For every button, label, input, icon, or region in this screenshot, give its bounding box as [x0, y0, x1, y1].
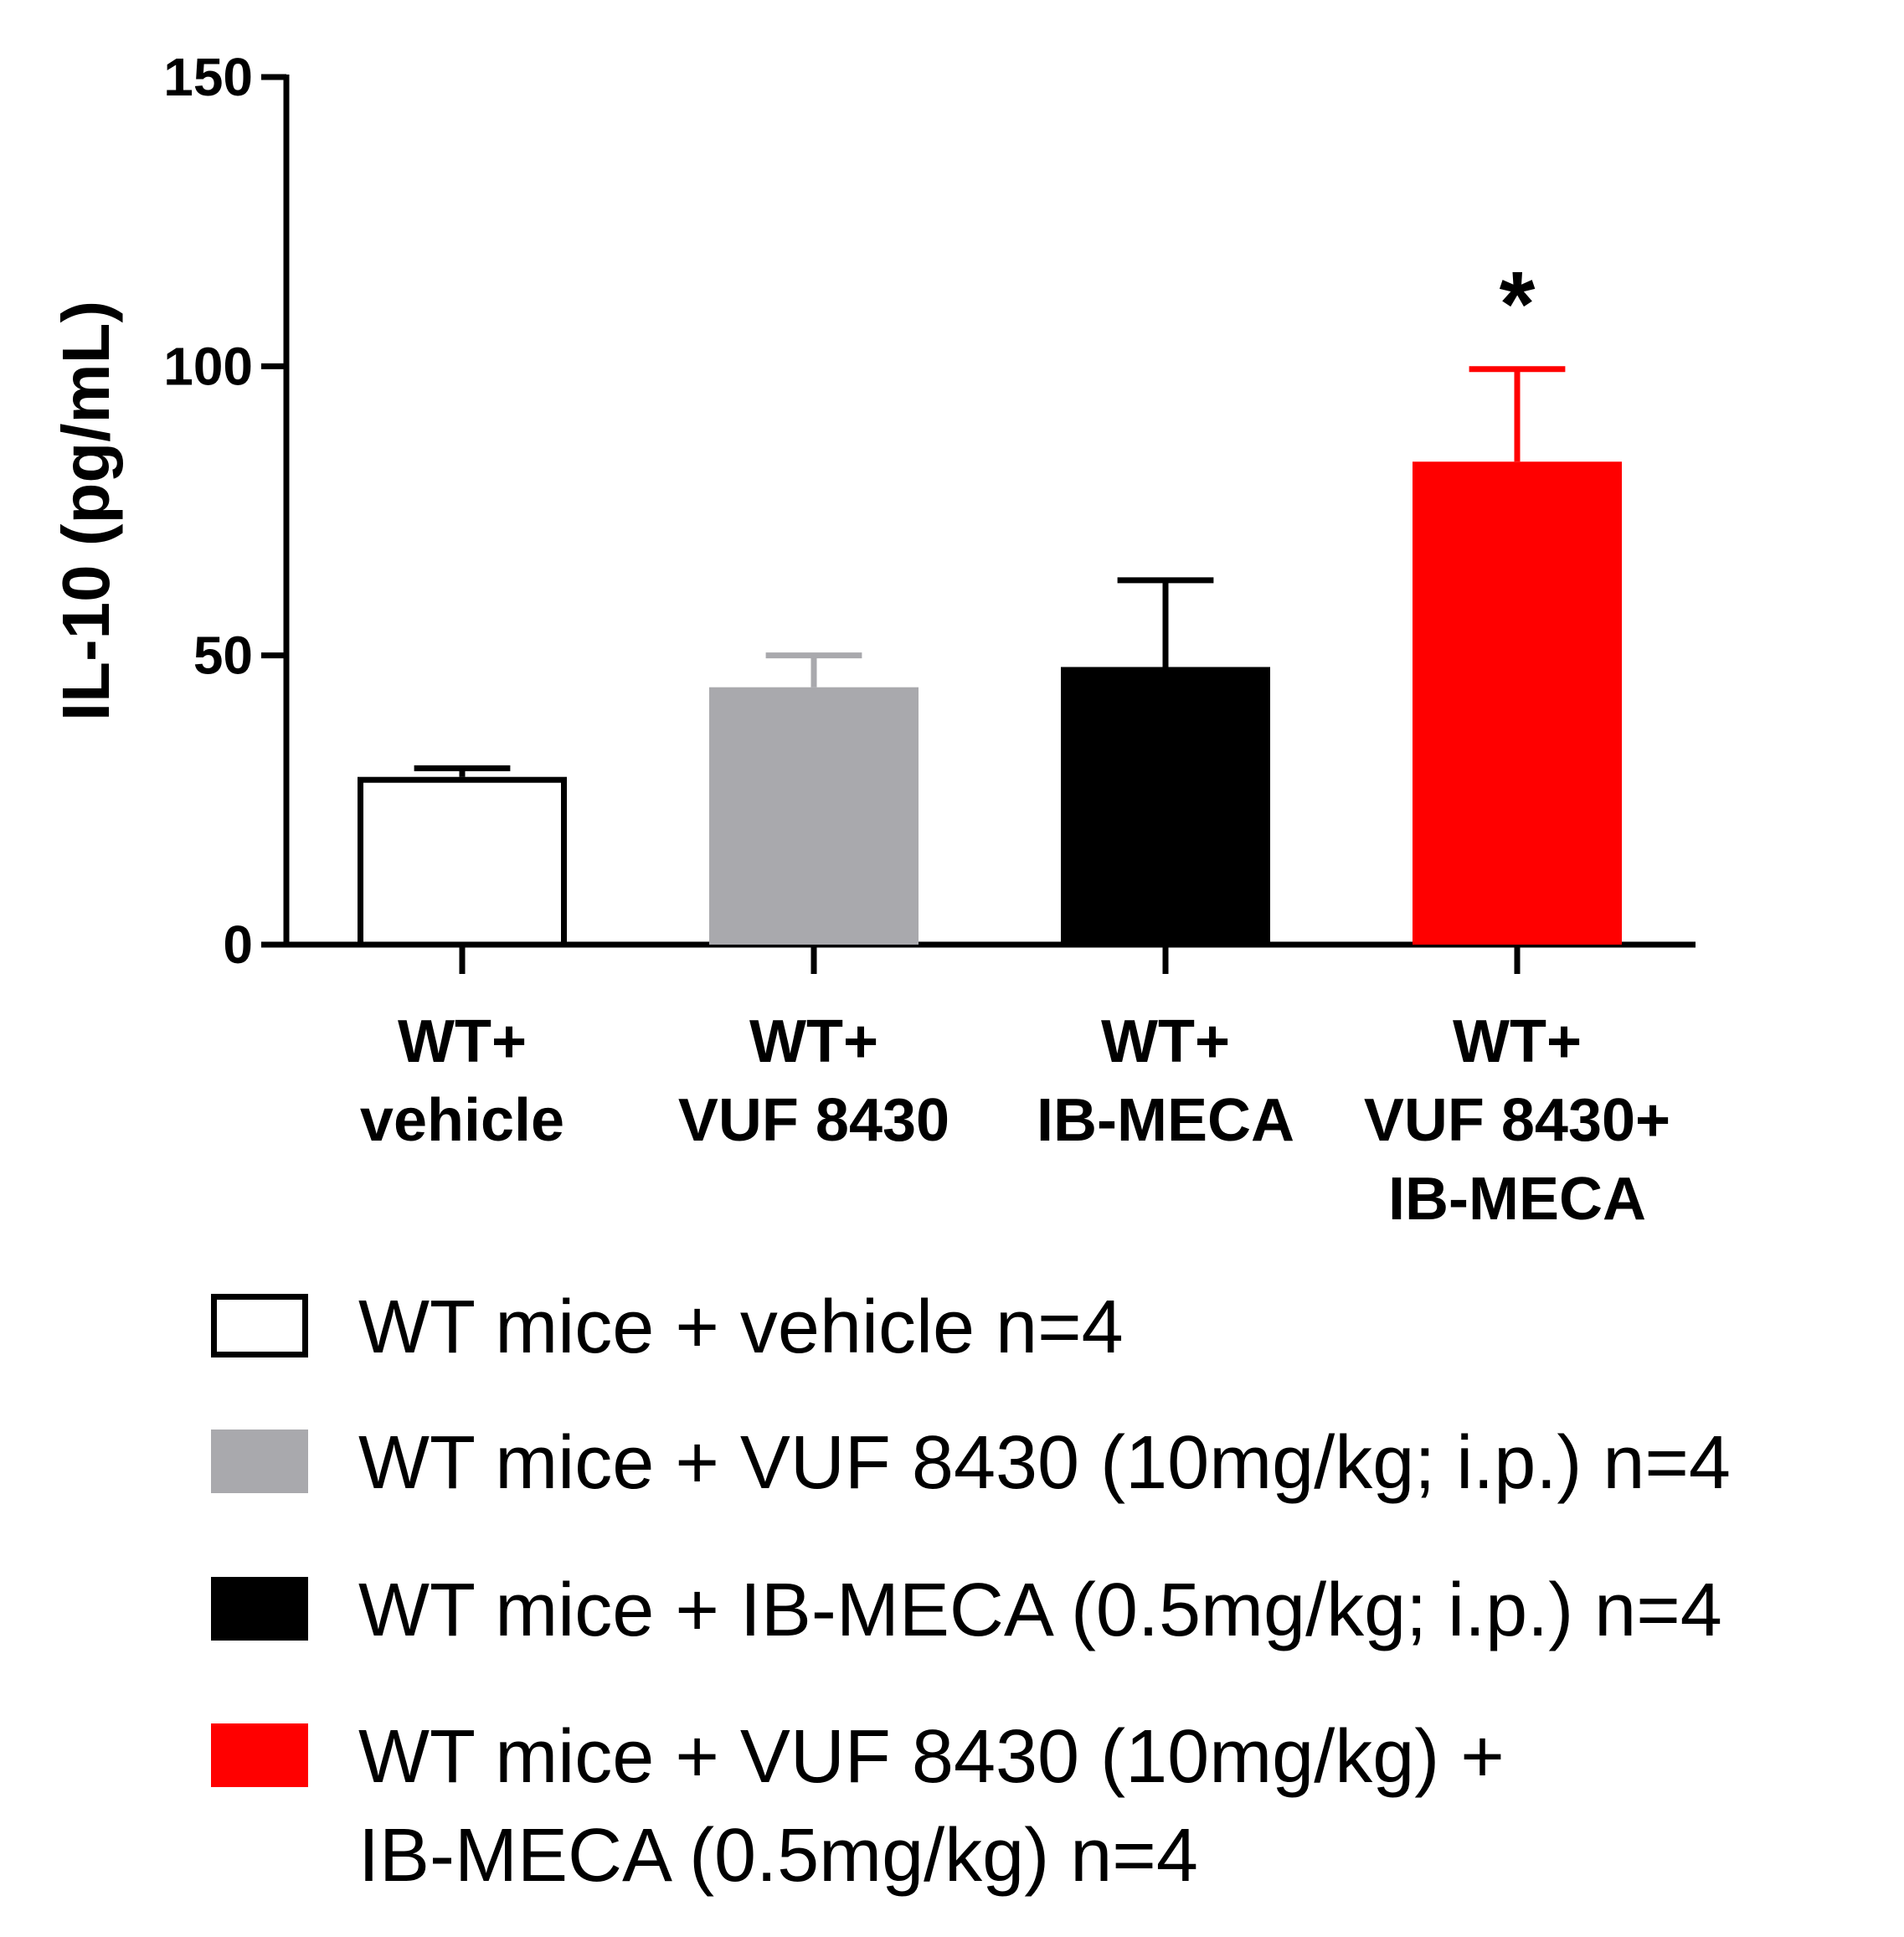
x-tick-label-line: VUF 8430 [678, 1087, 949, 1154]
y-tick-label: 50 [193, 626, 253, 686]
legend-label: WT mice + VUF 8430 (10mg/kg; i.p.) n=4 [358, 1421, 1731, 1505]
significance-marker: * [1500, 253, 1536, 356]
x-tick-label-line: IB-MECA [1037, 1087, 1294, 1154]
legend-swatch [211, 1577, 308, 1641]
x-tick-label-line: VUF 8430+ [1364, 1087, 1670, 1154]
legend-swatch [211, 1723, 308, 1787]
legend-label: WT mice + VUF 8430 (10mg/kg) + IB-MECA (0… [358, 1715, 1505, 1898]
legend-label: WT mice + IB-MECA (0.5mg/kg; i.p.) n=4 [358, 1569, 1722, 1652]
bar [1413, 461, 1622, 945]
x-tick-label: WT+ VUF 8430 [678, 1008, 949, 1154]
x-tick-label-line: WT+ [749, 1008, 878, 1075]
bar [709, 687, 919, 945]
y-tick-label: 150 [163, 47, 253, 107]
y-tick-label: 0 [223, 914, 253, 975]
legend: WT mice + vehicle n=4 WT mice + VUF 8430 … [211, 1285, 1731, 1898]
y-axis-label: IL-10 (pg/mL) [49, 301, 123, 721]
x-tick-label: WT+ vehicle [360, 1008, 564, 1154]
legend-swatch [211, 1430, 308, 1493]
legend-label: WT mice + vehicle n=4 [358, 1285, 1124, 1369]
bar [1061, 667, 1270, 945]
x-tick-label: WT+ IB-MECA [1037, 1008, 1294, 1154]
legend-label-line: IB-MECA (0.5mg/kg) n=4 [358, 1814, 1198, 1898]
x-tick-label-line: WT+ [398, 1008, 527, 1075]
plot-area: 0 50 100 150 IL-10 (pg/mL) WT+ vehicle WT+ VUF 8… [49, 47, 1696, 1233]
legend-swatch [211, 1294, 308, 1357]
legend-label-line: WT mice + vehicle n=4 [358, 1285, 1124, 1369]
legend-label-line: WT mice + VUF 8430 (10mg/kg; i.p.) n=4 [358, 1421, 1731, 1505]
legend-label-line: WT mice + VUF 8430 (10mg/kg) + [358, 1715, 1505, 1799]
x-tick-label-line: vehicle [360, 1087, 564, 1154]
bar [358, 776, 567, 948]
legend-label-line: WT mice + IB-MECA (0.5mg/kg; i.p.) n=4 [358, 1569, 1722, 1652]
x-tick-label-line: WT+ [1453, 1008, 1582, 1075]
y-tick-label: 100 [163, 336, 253, 396]
x-tick-label: WT+ VUF 8430+ IB-MECA [1364, 1008, 1670, 1233]
x-tick-label-line: WT+ [1101, 1008, 1230, 1075]
x-tick-label-line: IB-MECA [1388, 1166, 1646, 1233]
